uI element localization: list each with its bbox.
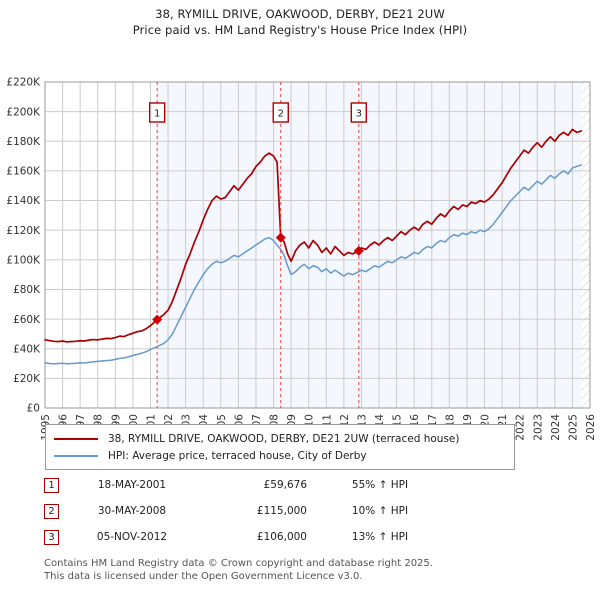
y-axis-tick-label: £160K — [6, 166, 41, 178]
y-axis-tick-label: £20K — [13, 373, 41, 385]
plot-border — [44, 81, 591, 409]
y-axis-tick-label: £120K — [6, 225, 41, 237]
y-axis-tick-label: £140K — [6, 195, 41, 207]
transaction-price: £59,676 — [263, 479, 307, 491]
x-axis-tick-label: 2022 — [515, 414, 527, 441]
y-axis-tick-label: £100K — [6, 255, 41, 267]
y-axis-tick-label: £60K — [13, 314, 41, 326]
footer-line-licence: This data is licensed under the Open Gov… — [44, 570, 363, 582]
transaction-hpi-delta: 10% ↑ HPI — [351, 505, 409, 517]
table-row: 2 30-MAY-2008 £115,000 10% ↑ HPI — [44, 498, 464, 524]
transaction-price: £115,000 — [256, 505, 307, 517]
y-axis-tick-label: £180K — [6, 136, 41, 148]
transaction-hpi-delta: 55% ↑ HPI — [351, 479, 409, 491]
annotation-data-point — [275, 232, 286, 243]
ownership-shading — [157, 82, 590, 408]
series-line-hpi — [44, 164, 582, 365]
transaction-badge: 3 — [44, 529, 59, 545]
y-axis-tick-label: £220K — [6, 77, 41, 89]
page-subtitle: Price paid vs. HM Land Registry's House … — [132, 23, 468, 37]
y-axis-tick-label: £40K — [13, 343, 41, 355]
table-row: 3 05-NOV-2012 £106,000 13% ↑ HPI — [44, 524, 464, 550]
annotation-badge-label: 3 — [356, 109, 362, 120]
transactions-table: 1 18-MAY-2001 £59,676 55% ↑ HPI 2 30-MAY… — [44, 472, 464, 550]
page-title: 38, RYMILL DRIVE, OAKWOOD, DERBY, DE21 2… — [155, 7, 445, 21]
transaction-date: 18-MAY-2001 — [97, 479, 167, 491]
x-axis-tick-label: 2025 — [567, 414, 579, 441]
transaction-date: 05-NOV-2012 — [96, 531, 168, 543]
annotation-badge-label: 2 — [278, 109, 284, 120]
annotation-badge-box — [350, 102, 368, 123]
annotation-badge-box — [272, 102, 289, 123]
no-data-region — [581, 82, 590, 408]
y-axis-tick-label: £200K — [6, 106, 41, 118]
legend-item-hpi: HPI: Average price, terraced house, City… — [46, 447, 514, 464]
price-history-chart: £0 £20K £40K £60K £80K £100K £120K £140K £160K £1… — [6, 77, 597, 441]
transaction-badge: 1 — [44, 477, 59, 493]
legend-line-swatch-blue — [54, 454, 98, 457]
table-row: 1 18-MAY-2001 £59,676 55% ↑ HPI — [44, 472, 464, 498]
transaction-date: 30-MAY-2008 — [97, 505, 167, 517]
y-axis-tick-label: £0 — [27, 403, 40, 415]
annotation-data-point — [152, 314, 163, 325]
x-axis-tick-label: 2024 — [550, 414, 562, 441]
series-line-property — [44, 128, 583, 343]
x-axis-tick-label: 2026 — [585, 414, 597, 441]
chart-legend: 38, RYMILL DRIVE, OAKWOOD, DERBY, DE21 2… — [45, 424, 515, 470]
legend-line-swatch-red — [54, 437, 98, 440]
transaction-hpi-delta: 13% ↑ HPI — [351, 531, 409, 543]
chart-area: £0 £20K £40K £60K £80K £100K £120K £140K £160K £1… — [0, 38, 600, 458]
footer-line-copyright: Contains HM Land Registry data © Crown c… — [44, 558, 433, 569]
annotation-badge-box — [148, 102, 166, 123]
footer-attribution: Contains HM Land Registry data © Crown c… — [44, 558, 564, 583]
y-axis-tick-label: £80K — [13, 284, 41, 296]
transaction-badge: 2 — [44, 503, 59, 519]
legend-item-property: 38, RYMILL DRIVE, OAKWOOD, DERBY, DE21 2… — [46, 430, 514, 447]
x-axis-tick-label: 2023 — [532, 414, 544, 441]
chart-titles: 38, RYMILL DRIVE, OAKWOOD, DERBY, DE21 2… — [0, 0, 600, 38]
legend-label-property: 38, RYMILL DRIVE, OAKWOOD, DERBY, DE21 2… — [108, 432, 460, 445]
annotation-badge-label: 1 — [154, 109, 160, 120]
transaction-price: £106,000 — [256, 531, 307, 543]
legend-label-hpi: HPI: Average price, terraced house, City… — [108, 449, 367, 462]
annotation-data-point — [353, 245, 364, 256]
